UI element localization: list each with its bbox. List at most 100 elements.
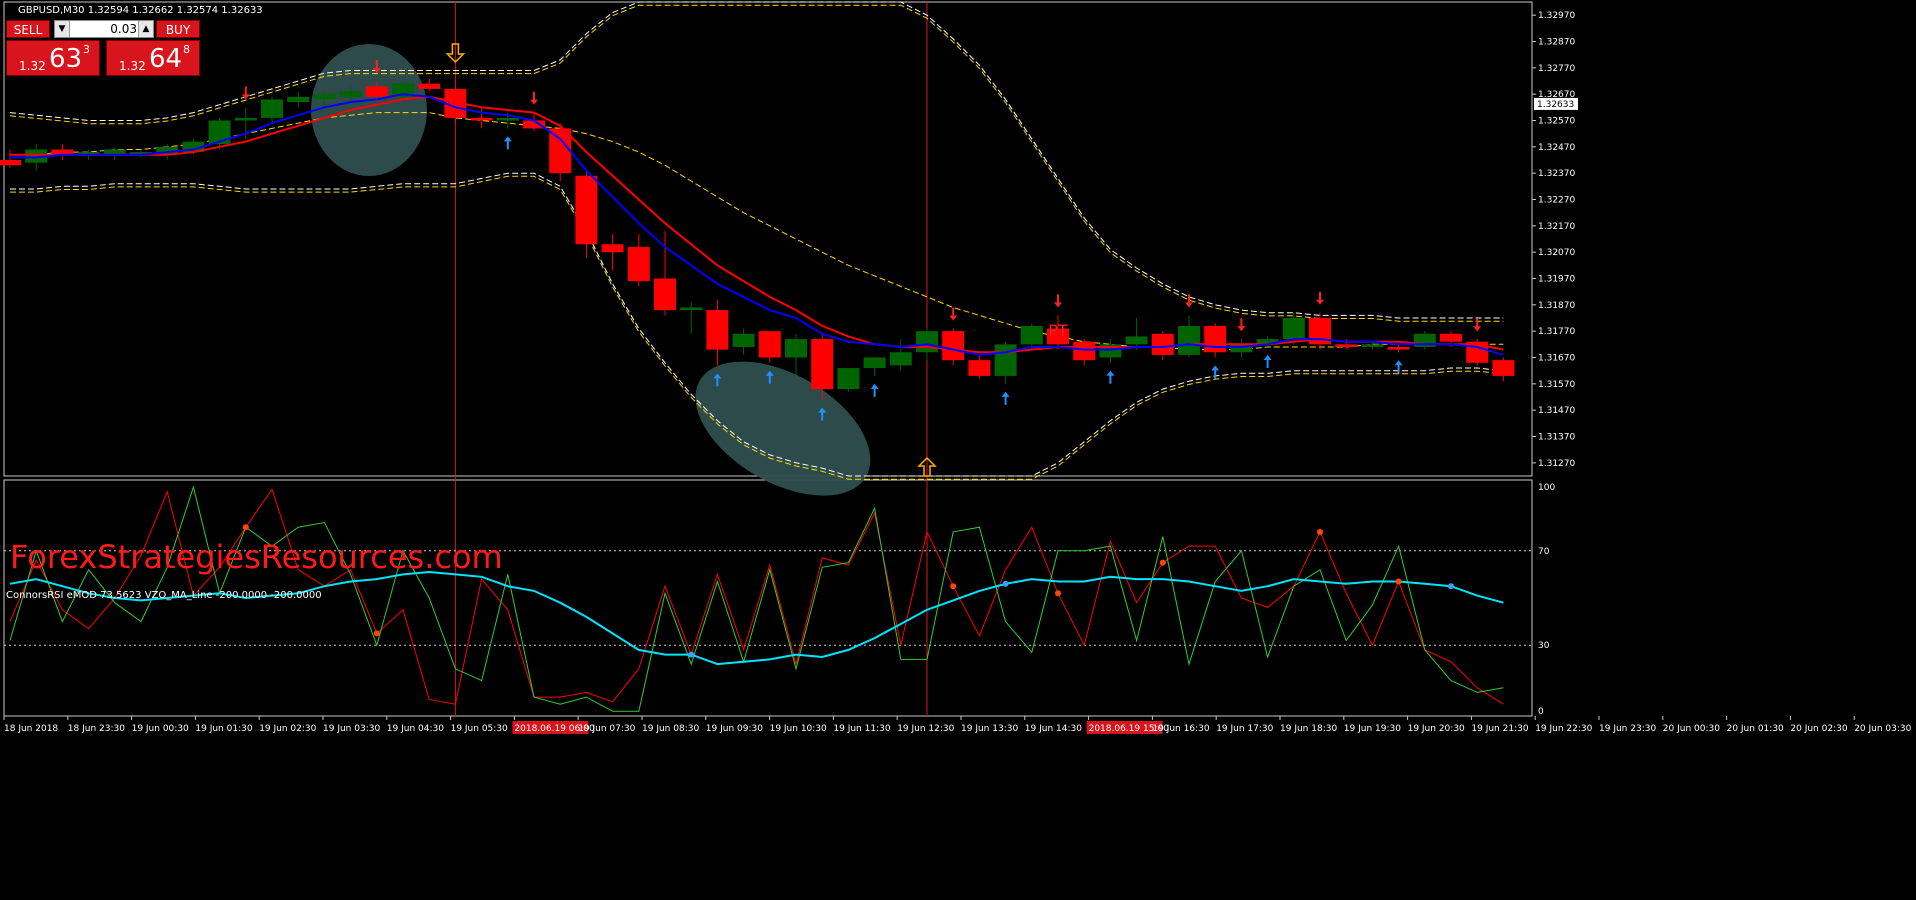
buy-arrow-icon: [1394, 360, 1403, 374]
candle: [942, 328, 965, 366]
time-tick-label: 19 Jun 09:30: [706, 724, 763, 734]
candle-body: [444, 88, 467, 118]
time-tick-label: 19 Jun 14:30: [1025, 724, 1082, 734]
candle-body: [1230, 344, 1253, 353]
candle-body: [1125, 336, 1148, 345]
time-tick-label: 19 Jun 04:30: [387, 724, 444, 734]
candle-body: [837, 368, 860, 390]
highlight-ellipses: [310, 43, 871, 496]
candle: [418, 78, 441, 92]
candle: [968, 354, 991, 379]
candle: [261, 96, 283, 124]
candle-body: [889, 352, 912, 366]
candle-body: [1047, 328, 1069, 345]
bid-price-point: 3: [83, 43, 90, 56]
osc-red-dot: [1055, 590, 1061, 597]
time-tick-label: 19 Jun 12:30: [897, 724, 954, 734]
time-tick-label: 19 Jun 07:30: [578, 724, 635, 734]
price-tick-label: 1.32170: [1538, 222, 1575, 232]
candle: [1020, 323, 1043, 350]
lot-decrease-icon[interactable]: ▼: [55, 21, 70, 37]
candle: [680, 302, 703, 334]
osc-cyan-dot: [1448, 583, 1454, 590]
sell-arrow-icon: [1473, 318, 1482, 332]
candle: [0, 149, 21, 168]
buy-button[interactable]: BUY: [156, 20, 200, 38]
candle: [208, 117, 231, 150]
osc-red-dot: [1159, 559, 1166, 566]
osc-tick-label: 100: [1538, 483, 1555, 493]
lot-increase-icon[interactable]: ▲: [138, 21, 153, 37]
price-tick-label: 1.32970: [1538, 11, 1575, 21]
time-tick-label: 19 Jun 00:30: [132, 724, 189, 734]
time-tick-label: 20 Jun 00:30: [1663, 724, 1720, 734]
price-tick-label: 1.31570: [1538, 380, 1575, 390]
price-tick-label: 1.32670: [1538, 90, 1575, 100]
candle: [339, 86, 362, 103]
time-axis: 18 Jun 2018 18 Jun 23:30 19 Jun 00:30 19 Ju…: [3, 716, 1912, 734]
time-tick-label: 19 Jun 18:30: [1280, 724, 1337, 734]
candle-body: [287, 96, 310, 103]
candle-body: [706, 310, 729, 350]
osc-red-dot: [1395, 578, 1402, 585]
candle-body: [1440, 333, 1462, 342]
bid-price-button[interactable]: 1.32 63 3: [6, 40, 100, 76]
band-upper-yellow-line: [9, 4, 1504, 322]
candle-body: [496, 117, 519, 121]
current-price-label: 1.32633: [1537, 100, 1574, 110]
time-tick-label: 19 Jun 20:30: [1408, 724, 1465, 734]
time-tick-label: 19 Jun 03:30: [323, 724, 380, 734]
candle-body: [811, 339, 834, 390]
slow-ma-line: [10, 95, 1504, 354]
one-click-trading-panel: SELL ▼ 0.03 ▲ BUY 1.32 63 3 1.32 64 8: [6, 20, 200, 76]
time-tick-label: 20 Jun 03:30: [1854, 724, 1911, 734]
ask-price-prefix: 1.32: [119, 59, 146, 73]
candle-body: [1256, 339, 1279, 345]
symbol-header: GBPUSD,M30 1.32594 1.32662 1.32574 1.326…: [18, 5, 263, 16]
osc-tick-label: 30: [1538, 641, 1550, 651]
buy-arrow-icon: [818, 407, 827, 421]
buy-arrow-icon: [1001, 391, 1010, 405]
candle: [1309, 312, 1331, 350]
candle-body: [1361, 344, 1384, 347]
price-tick-label: 1.32470: [1538, 143, 1575, 153]
time-tick-label: 19 Jun 21:30: [1471, 724, 1528, 734]
lot-size-value[interactable]: 0.03: [110, 22, 137, 36]
price-tick-label: 1.31870: [1538, 301, 1575, 311]
osc-cyan-dot: [1002, 580, 1009, 587]
time-tick-label: 19 Jun 01:30: [195, 724, 252, 734]
time-tick-label: 19 Jun 05:30: [451, 724, 508, 734]
price-tick-label: 1.32070: [1538, 248, 1575, 258]
bid-price-pips: 63: [49, 44, 83, 74]
candle-body: [25, 149, 48, 163]
price-tick-label: 1.32870: [1538, 38, 1575, 48]
candle-body: [261, 99, 283, 118]
time-tick-label: 2018.06.19 06:00: [514, 724, 595, 734]
candle: [654, 231, 676, 316]
watermark: ForexStrategiesResources.com: [10, 538, 503, 576]
time-label-highlight: [1086, 721, 1163, 734]
bid-price-prefix: 1.32: [19, 59, 46, 73]
candle-body: [1335, 344, 1358, 347]
pt-label: PT: [1048, 321, 1068, 340]
ask-price-button[interactable]: 1.32 64 8: [106, 40, 200, 76]
time-tick-label: 19 Jun 11:30: [833, 724, 890, 734]
sell-arrow-icon: [372, 60, 381, 73]
sell-arrow-icon: [241, 86, 250, 100]
sell-button[interactable]: SELL: [6, 20, 50, 38]
candle-body: [392, 83, 414, 97]
candle-body: [208, 120, 231, 145]
osc-cyan-dot: [688, 651, 695, 658]
candle-body: [130, 152, 152, 155]
sell-arrow-icon: [530, 91, 538, 105]
time-tick-label: 20 Jun 02:30: [1790, 724, 1847, 734]
candle-body: [234, 117, 257, 121]
time-tick-label: 19 Jun 10:30: [770, 724, 827, 734]
candle-body: [654, 278, 676, 311]
time-tick-label: 20 Jun 01:30: [1727, 724, 1784, 734]
lot-size-field[interactable]: ▼ 0.03 ▲: [54, 20, 154, 38]
time-tick-label: 19 Jun 08:30: [642, 724, 699, 734]
